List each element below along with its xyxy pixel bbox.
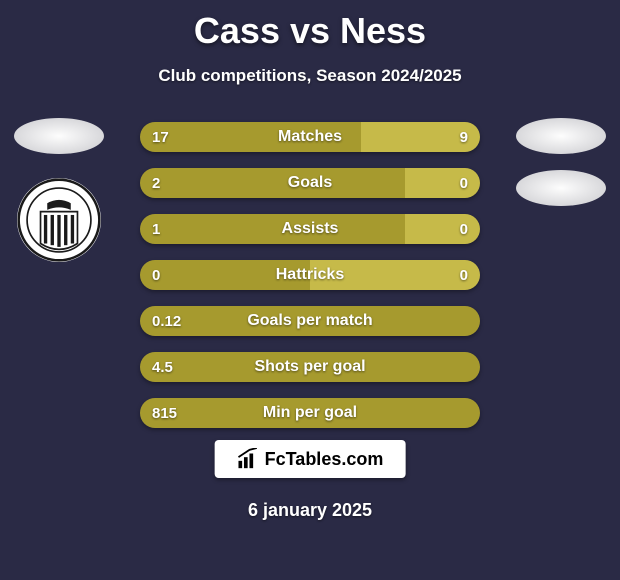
stat-bar-right <box>361 122 480 152</box>
site-name: FcTables.com <box>265 449 384 470</box>
player-left-avatar <box>14 118 104 154</box>
stat-row: Shots per goal4.5 <box>140 352 480 382</box>
stat-row: Min per goal815 <box>140 398 480 428</box>
stat-row: Goals per match0.12 <box>140 306 480 336</box>
stat-row: Matches179 <box>140 122 480 152</box>
stat-bar-left <box>140 168 405 198</box>
stat-row: Goals20 <box>140 168 480 198</box>
chart-icon <box>237 448 259 470</box>
generation-date: 6 january 2025 <box>0 500 620 521</box>
player-right-crest <box>516 170 606 206</box>
stat-bar-left <box>140 122 361 152</box>
stat-row: Assists10 <box>140 214 480 244</box>
stat-bar-left <box>140 214 405 244</box>
stat-row: Hattricks00 <box>140 260 480 290</box>
player-right-avatar <box>516 118 606 154</box>
stat-bar-left <box>140 306 480 336</box>
stat-bar-left <box>140 398 480 428</box>
stat-bar-right <box>405 214 480 244</box>
stat-bar-right <box>405 168 480 198</box>
player-left-crest <box>17 178 101 262</box>
site-logo[interactable]: FcTables.com <box>215 440 406 478</box>
page-title: Cass vs Ness <box>0 0 620 52</box>
stats-bars: Matches179 Goals20 Assists10 Hattricks00 Goa… <box>140 122 480 444</box>
stat-bar-left <box>140 352 480 382</box>
page-subtitle: Club competitions, Season 2024/2025 <box>0 66 620 86</box>
stat-bar-left <box>140 260 310 290</box>
stat-bar-right <box>310 260 480 290</box>
crest-icon <box>17 178 101 262</box>
